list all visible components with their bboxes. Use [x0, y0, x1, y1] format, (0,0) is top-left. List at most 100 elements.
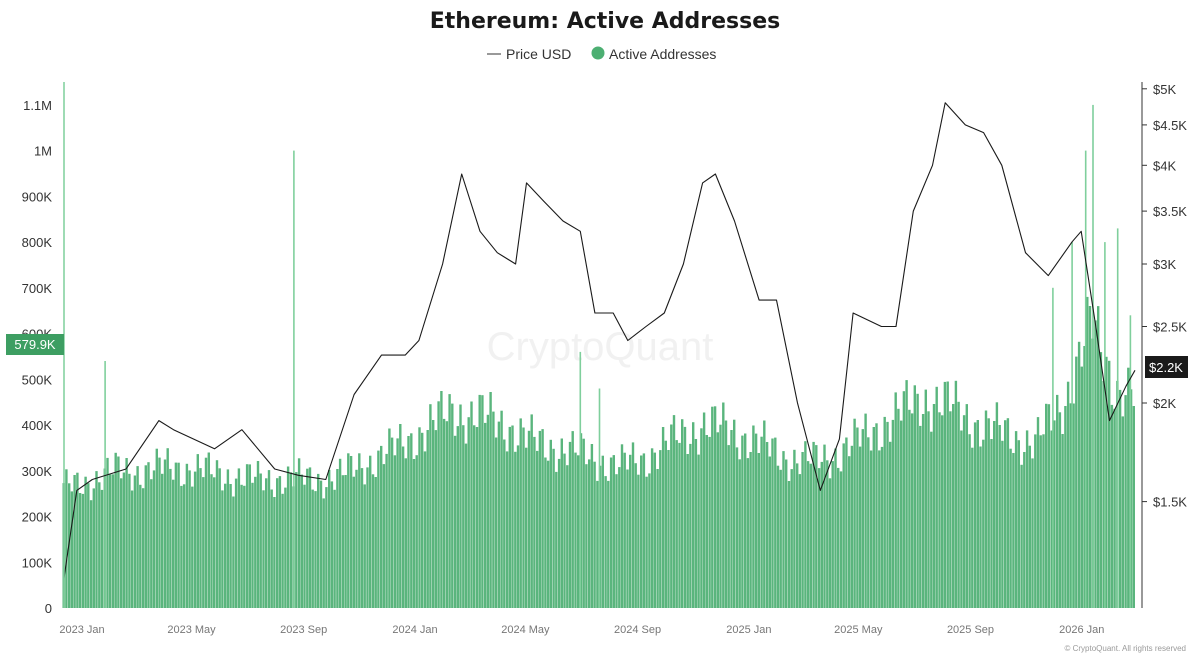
active-addresses-bar	[1113, 408, 1116, 608]
active-addresses-bar	[664, 440, 667, 608]
active-addresses-spikes	[104, 104, 1132, 609]
active-addresses-bar	[1102, 380, 1105, 608]
active-addresses-bar	[697, 454, 700, 608]
active-addresses-bar	[1012, 453, 1015, 608]
active-addresses-bar	[393, 455, 397, 608]
active-addresses-bar	[117, 456, 120, 608]
active-addresses-bar	[174, 462, 178, 608]
active-addresses-bar	[916, 393, 919, 608]
active-addresses-bar	[473, 425, 476, 608]
active-addresses-bar	[199, 468, 202, 608]
active-addresses-bar	[448, 394, 451, 608]
left-axis-tick-label: 200K	[22, 510, 53, 525]
active-addresses-bar	[957, 401, 960, 608]
active-addresses-current-value: 579.9K	[14, 337, 56, 352]
active-addresses-bar	[815, 445, 818, 608]
active-addresses-bar	[445, 421, 449, 608]
active-addresses-bar	[971, 447, 974, 608]
active-addresses-bar	[267, 470, 271, 608]
active-addresses-bar	[352, 476, 355, 608]
active-addresses-bar	[954, 380, 958, 608]
active-addresses-bar	[109, 474, 112, 608]
active-addresses-bar	[1056, 394, 1059, 608]
active-addresses-bar	[716, 432, 719, 608]
active-addresses-bar	[946, 381, 949, 608]
active-addresses-bar	[374, 477, 377, 608]
active-addresses-bar	[281, 493, 284, 608]
active-addresses-bar	[221, 490, 224, 608]
active-addresses-bar	[139, 484, 142, 608]
active-addresses-bar	[437, 401, 440, 608]
active-addresses-bar	[659, 450, 662, 608]
active-addresses-bar	[738, 459, 741, 608]
active-addresses-bar	[481, 395, 484, 608]
active-addresses-bar	[708, 436, 711, 608]
active-addresses-bar	[152, 470, 156, 608]
active-addresses-bar	[864, 413, 867, 608]
active-addresses-bar	[544, 457, 547, 608]
price-current-callout: $2.2K	[1145, 356, 1188, 378]
left-axis-tick-label: 400K	[22, 418, 53, 433]
active-addresses-bar	[993, 421, 996, 608]
active-addresses-bar	[927, 411, 930, 608]
active-addresses-bar	[150, 479, 153, 608]
active-addresses-bar	[678, 442, 681, 608]
active-addresses-spike	[1129, 315, 1132, 608]
active-addresses-bar	[369, 455, 372, 608]
active-addresses-bar	[1031, 458, 1034, 608]
active-addresses-bar	[317, 473, 320, 608]
active-addresses-bar	[314, 491, 317, 608]
active-addresses-bar	[251, 482, 254, 608]
active-addresses-bar	[713, 406, 717, 608]
active-addresses-bar	[380, 445, 383, 608]
active-addresses-bar	[306, 468, 309, 608]
active-addresses-bar	[921, 414, 925, 608]
active-addresses-bar	[987, 418, 990, 608]
x-axis-tick-label: 2023 Jan	[59, 624, 104, 636]
active-addresses-bar	[1064, 406, 1067, 608]
active-addresses-bar	[166, 448, 169, 608]
active-addresses-bar	[478, 394, 481, 608]
price-callout-box	[1145, 356, 1188, 378]
active-addresses-bar	[95, 471, 98, 608]
active-addresses-bar	[828, 478, 832, 608]
active-addresses-bar	[525, 447, 528, 608]
x-axis-tick-label: 2025 Sep	[947, 624, 994, 636]
active-addresses-bar	[237, 468, 241, 608]
active-addresses-bar	[453, 435, 457, 608]
active-addresses-bar	[136, 466, 139, 608]
active-addresses-bar	[623, 452, 626, 608]
active-addresses-bar	[1058, 412, 1062, 608]
active-addresses-bar	[837, 467, 840, 608]
active-addresses-current-callout: 579.9K	[6, 334, 64, 355]
active-addresses-bar	[1105, 356, 1108, 608]
active-addresses-bar	[259, 473, 262, 608]
active-addresses-bar	[147, 462, 150, 608]
active-addresses-bar	[858, 446, 862, 608]
active-addresses-bar	[563, 453, 566, 608]
right-axis-tick-label: $5K	[1153, 82, 1176, 97]
active-addresses-bar	[932, 404, 936, 608]
active-addresses-bar	[300, 474, 303, 608]
x-axis-tick-label: 2025 Jan	[726, 624, 771, 636]
active-addresses-bar	[607, 480, 610, 608]
active-addresses-bar	[276, 478, 279, 608]
active-addresses-bar	[191, 486, 194, 608]
active-addresses-bar	[631, 442, 635, 608]
active-addresses-bar	[232, 496, 235, 608]
active-addresses-bar	[371, 474, 375, 608]
active-addresses-bar	[1132, 406, 1135, 608]
active-addresses-bar	[640, 455, 643, 608]
active-addresses-bar	[754, 433, 758, 608]
active-addresses-bar	[161, 473, 164, 608]
active-addresses-bar	[760, 436, 763, 608]
price-usd-line	[63, 102, 1136, 579]
x-axis-tick-label: 2024 Jan	[392, 624, 437, 636]
active-addresses-bar	[360, 468, 364, 608]
active-addresses-bars	[62, 296, 1135, 608]
active-addresses-bar	[489, 392, 492, 608]
right-axis-tick-label: $2.5K	[1153, 320, 1187, 335]
active-addresses-bar	[891, 419, 895, 608]
active-addresses-bar	[741, 435, 744, 608]
